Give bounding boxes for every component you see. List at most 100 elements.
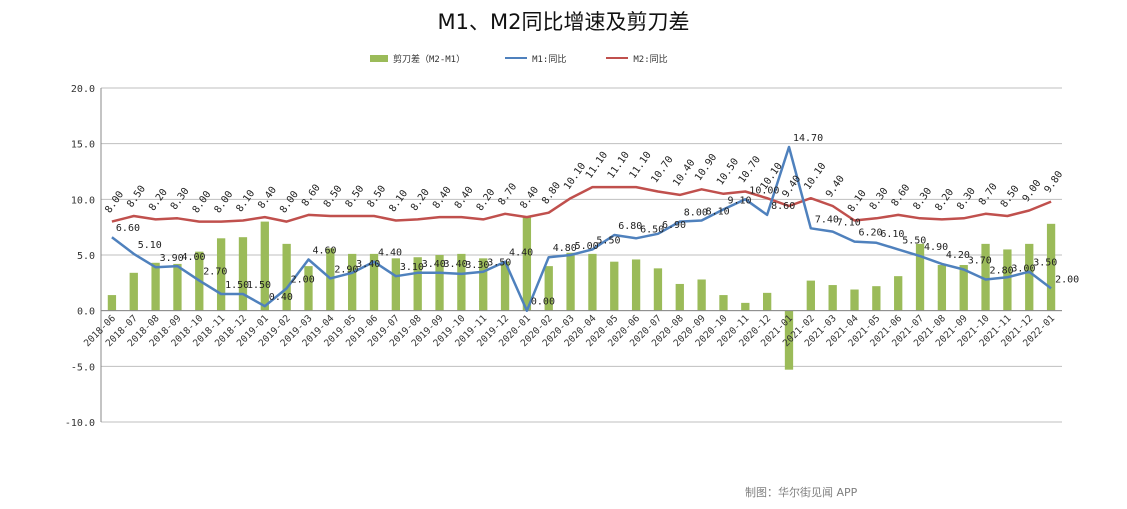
data-label-m2: 8.00 [103, 189, 126, 215]
bar-spread [129, 272, 138, 311]
data-label-m2: 8.50 [125, 184, 148, 210]
data-label-m2: 8.20 [409, 187, 432, 213]
data-label-m2: 8.50 [365, 184, 388, 210]
data-label-m1: 3.10 [400, 262, 424, 273]
y-tick-label: 0.0 [77, 307, 95, 318]
bar-spread [762, 292, 772, 311]
bar-spread [981, 243, 990, 311]
data-label-m1: 6.80 [618, 221, 642, 232]
data-label-m1: 3.90 [160, 253, 184, 264]
data-label-m2: 10.10 [802, 161, 828, 192]
data-label-m1: 8.00 [684, 208, 708, 219]
data-label-m1: 2.80 [990, 265, 1014, 276]
bar-spread [894, 276, 903, 311]
bar-spread [435, 255, 444, 311]
data-label-m2: 8.00 [213, 189, 236, 215]
legend-swatch-m2 [606, 57, 629, 59]
data-label-m1: 14.70 [793, 133, 823, 144]
legend-label-m2: M2:同比 [633, 54, 668, 65]
legend-swatch-m1 [505, 57, 528, 59]
data-label-m1: 1.50 [247, 280, 271, 291]
data-label-m2: 8.10 [846, 188, 869, 214]
data-label-m2: 9.80 [1043, 169, 1066, 195]
data-label-m1: 5.10 [138, 240, 162, 251]
bar-spread [850, 289, 859, 311]
data-label-m1: 1.50 [225, 280, 249, 291]
bar-spread [915, 243, 925, 311]
data-label-m2: 8.40 [431, 185, 454, 211]
bar-spread [741, 302, 750, 311]
data-label-m2: 8.70 [497, 181, 520, 207]
y-tick-label: 5.0 [77, 251, 95, 262]
bar-spread [937, 265, 947, 311]
data-label-m2: 8.70 [977, 181, 1000, 207]
data-label-m1: 3.50 [487, 258, 511, 269]
y-tick-label: -5.0 [71, 362, 95, 373]
bar-spread [413, 257, 422, 311]
data-label-m2: 8.20 [933, 187, 956, 213]
legend-item-m2: M2:同比 [606, 50, 668, 66]
data-label-m1: 0.00 [531, 297, 555, 308]
bar-spread [631, 259, 641, 311]
data-label-m1: 5.00 [575, 241, 599, 252]
data-label-m2: 10.70 [737, 154, 763, 185]
data-label-m2: 8.10 [234, 188, 257, 214]
legend-label-m1: M1:同比 [532, 54, 567, 65]
bar-spread [872, 286, 881, 311]
data-label-m2: 8.60 [890, 183, 913, 209]
legend: 剪刀差（M2-M1） M1:同比 M2:同比 [370, 50, 668, 66]
data-label-m1: 3.00 [1011, 263, 1035, 274]
data-label-m1: 2.70 [203, 267, 227, 278]
data-label-m2: 11.10 [606, 150, 632, 181]
data-label-m2: 11.10 [628, 150, 654, 181]
data-label-m2: 8.00 [191, 189, 214, 215]
data-label-m2: 10.50 [715, 157, 741, 188]
bar-spread [566, 252, 575, 311]
data-label-m2: 8.00 [278, 189, 301, 215]
data-label-m1: 3.40 [422, 259, 446, 270]
bar-spread [391, 258, 401, 311]
bar-spread [238, 237, 248, 311]
data-label-m1: 3.70 [968, 255, 992, 266]
line-m1 [111, 145, 1052, 312]
y-tick-label: 15.0 [71, 140, 95, 151]
data-label-m1: 3.40 [356, 259, 380, 270]
data-label-m1: 2.00 [1055, 274, 1079, 285]
bar-spread [784, 310, 794, 370]
legend-swatch-spread [370, 54, 388, 62]
data-label-m1: 4.40 [509, 248, 533, 259]
data-label-m1: 2.00 [291, 274, 315, 285]
data-label-m2: 8.60 [300, 183, 323, 209]
bar-spread [151, 262, 160, 311]
bar-spread [1046, 223, 1056, 311]
data-label-m1: 3.40 [444, 259, 468, 270]
data-label-m2: 8.10 [387, 188, 410, 214]
bar-spread [348, 253, 357, 311]
data-label-m1: 4.90 [924, 242, 948, 253]
data-label-m2: 8.40 [256, 185, 279, 211]
bar-spread [500, 261, 510, 311]
data-label-m1: 6.90 [662, 220, 686, 231]
bar-spread [719, 295, 728, 311]
data-label-m2: 8.40 [453, 185, 476, 211]
data-label-m1: 4.80 [553, 243, 577, 254]
data-label-m2: 8.20 [147, 187, 170, 213]
y-tick-label: -10.0 [65, 418, 95, 429]
data-label-m1: 8.10 [706, 206, 730, 217]
data-label-m1: 4.00 [181, 252, 205, 263]
data-label-m2: 9.00 [1021, 178, 1044, 204]
chart-title: M1、M2同比增速及剪刀差 [437, 10, 690, 34]
legend-item-spread: 剪刀差（M2-M1） [370, 50, 465, 66]
bar-spread [828, 285, 837, 311]
legend-label-spread: 剪刀差（M2-M1） [393, 54, 466, 65]
data-label-m1: 4.40 [378, 248, 402, 259]
bar-spread [522, 217, 532, 311]
data-label-m2: 8.50 [322, 184, 345, 210]
data-label-m2: 10.90 [693, 152, 719, 183]
data-label-m2: 9.40 [824, 174, 847, 200]
bar-spread [653, 268, 663, 311]
data-label-m1: 5.50 [902, 235, 926, 246]
data-label-m2: 11.10 [584, 150, 610, 181]
data-label-m2: 8.80 [540, 180, 563, 206]
